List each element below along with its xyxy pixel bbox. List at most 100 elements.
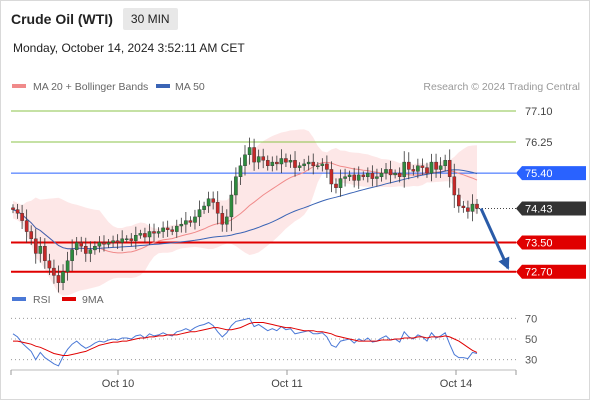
candle (279, 158, 284, 165)
candle (193, 216, 197, 223)
candle (261, 156, 266, 161)
level-label-74.43: 74.43 (525, 204, 553, 216)
rsi-tick-label: 70 (525, 313, 537, 325)
candle (293, 160, 297, 168)
forecast-arrow-head (498, 256, 510, 270)
candle (184, 220, 188, 225)
candle (93, 245, 97, 251)
ma50-legend-swatch (156, 84, 170, 88)
level-tag-74.43 (516, 201, 586, 216)
candle (443, 160, 448, 167)
candle (79, 242, 83, 247)
candle (229, 194, 234, 218)
candle (83, 245, 88, 254)
candle (111, 240, 115, 243)
x-axis: Oct 10 Oct 11 Oct 14 (10, 370, 517, 390)
x-tick-label: Oct 11 (271, 378, 303, 390)
candle (56, 275, 61, 283)
candle (138, 233, 143, 236)
candle (88, 249, 93, 254)
candle (470, 203, 475, 212)
ma9-legend-swatch (62, 297, 76, 301)
candle (224, 216, 229, 225)
x-tick-label: Oct 10 (102, 378, 134, 390)
candle (43, 245, 47, 261)
level-tag-72.70 (516, 264, 586, 279)
candle (461, 205, 466, 208)
candle (152, 231, 156, 234)
candle (352, 174, 357, 181)
candle (29, 231, 34, 240)
candle (343, 176, 347, 179)
candle (70, 249, 74, 262)
candle (366, 172, 370, 178)
level-label-73.50: 73.50 (525, 238, 553, 250)
candle (438, 165, 443, 170)
candle (147, 231, 152, 238)
candle (211, 198, 216, 203)
ma20-legend-swatch (12, 84, 26, 88)
candle (270, 161, 275, 167)
candle (197, 209, 202, 218)
candle (334, 183, 338, 188)
level-label-76.25: 76.25 (525, 137, 553, 149)
candle (284, 158, 288, 163)
candle (15, 209, 20, 214)
candle (65, 260, 70, 272)
candle (234, 176, 238, 196)
candle (475, 203, 479, 209)
candle (115, 240, 120, 243)
chart-datetime: Monday, October 14, 2024 3:52:11 AM CET (13, 41, 245, 55)
rsi-tick-label: 30 (525, 355, 537, 367)
candle (388, 169, 393, 176)
candle (425, 167, 429, 174)
candle (47, 260, 52, 269)
candle (393, 172, 397, 176)
candle (106, 242, 111, 245)
candle (356, 174, 361, 181)
level-label-77.10: 77.10 (525, 106, 553, 118)
candle (215, 202, 220, 214)
ma9-legend-label: 9MA (82, 294, 104, 306)
candle (311, 161, 316, 167)
candle (379, 172, 384, 178)
candle (20, 213, 24, 221)
candle (320, 163, 325, 166)
candle (416, 165, 420, 172)
candle (447, 160, 452, 177)
candle (384, 169, 388, 174)
forecast-arrow-shaft (479, 207, 510, 269)
candle (370, 172, 375, 179)
candle (34, 238, 38, 254)
candle (129, 238, 134, 241)
candle (466, 207, 470, 212)
candle (457, 194, 461, 207)
candle (407, 161, 411, 170)
candle (397, 172, 402, 178)
candle (275, 161, 279, 165)
instrument-title: Crude Oil (WTI) (11, 11, 113, 27)
candle (361, 174, 366, 177)
candle (170, 229, 175, 232)
candle (266, 160, 270, 167)
research-credit: Research © 2024 Trading Central (423, 81, 580, 93)
level-label-75.40: 75.40 (525, 168, 553, 180)
candle (252, 147, 256, 163)
candle (11, 207, 15, 210)
timeframe-badge[interactable]: 30 MIN (122, 8, 178, 30)
rsi-panel: 70 50 30 (11, 313, 537, 367)
candle (161, 227, 165, 232)
candle (329, 169, 334, 185)
candle (325, 163, 329, 170)
rsi-legend-label: RSI (33, 294, 51, 306)
candle (402, 161, 407, 177)
candle (179, 223, 184, 227)
candle (220, 213, 225, 225)
candle (347, 174, 352, 177)
candle (202, 205, 206, 210)
level-tag-75.40 (516, 166, 586, 181)
candle (52, 267, 56, 276)
candle (124, 238, 129, 241)
candle (238, 165, 243, 178)
